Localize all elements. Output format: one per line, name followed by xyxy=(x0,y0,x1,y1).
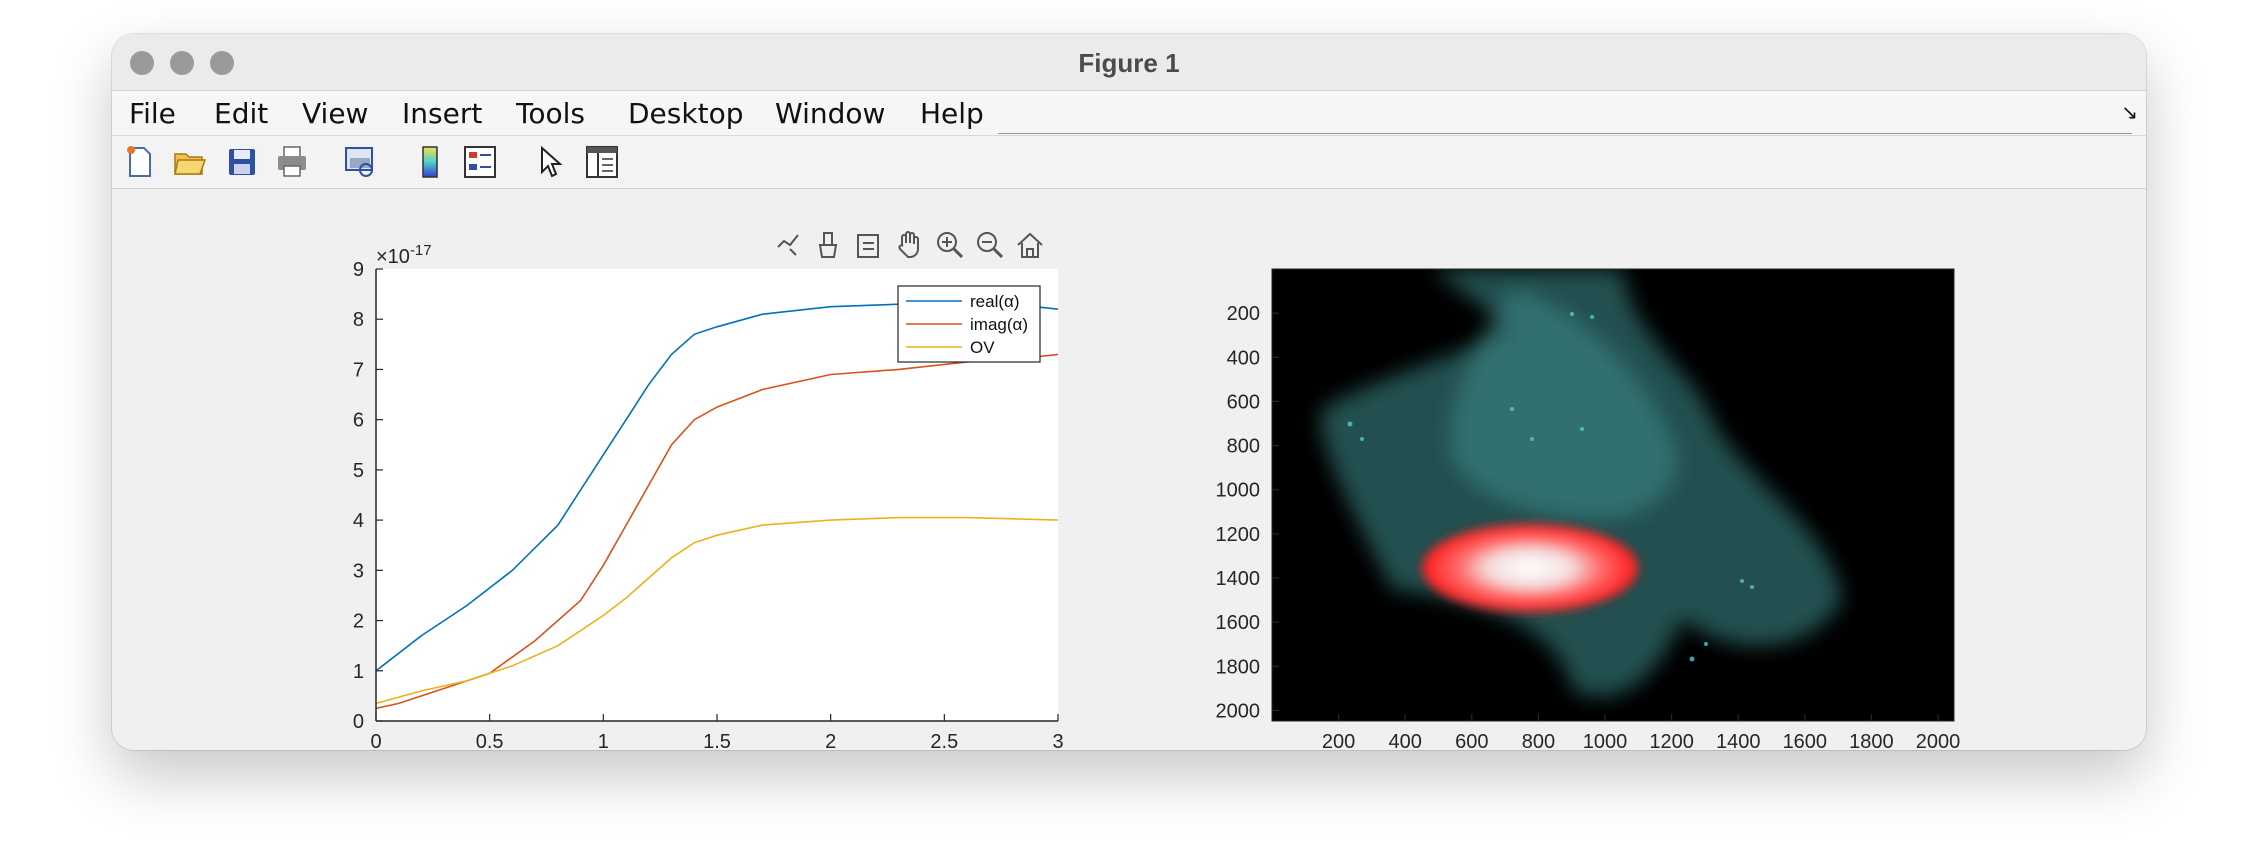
menu-window[interactable]: Window xyxy=(775,97,886,130)
image-x-tick-label: 800 xyxy=(1522,731,1555,750)
y-axis-ticks: 0 1 2 3 4 5 6 7 8 9 xyxy=(353,259,383,733)
image-x-tick-label: 200 xyxy=(1322,731,1355,750)
y-tick-label: 5 xyxy=(353,460,364,482)
image-x-tick-label: 600 xyxy=(1455,731,1488,750)
open-file-icon[interactable] xyxy=(172,144,208,180)
image-y-tick-label: 1600 xyxy=(1216,612,1261,634)
image-frame xyxy=(1271,268,1955,722)
y-tick-label: 7 xyxy=(353,359,364,381)
y-tick-label: 9 xyxy=(353,259,364,281)
x-tick-label: 1.5 xyxy=(703,731,731,750)
colorbar-icon[interactable] xyxy=(412,144,448,180)
new-figure-icon[interactable] xyxy=(122,144,158,180)
cell-speckles xyxy=(1347,312,1754,662)
menu-desktop[interactable]: Desktop xyxy=(628,97,744,130)
title-bar: Figure 1 xyxy=(112,34,2146,91)
link-icon[interactable] xyxy=(857,234,879,258)
menu-bar: File Edit View Insert Tools Desktop Wind… xyxy=(112,91,2146,136)
pan-icon[interactable] xyxy=(898,231,919,258)
pointer-icon[interactable] xyxy=(532,144,568,180)
y-tick-label: 1 xyxy=(353,661,364,683)
menu-view[interactable]: View xyxy=(302,97,369,130)
y-tick-label: 4 xyxy=(353,510,364,532)
line-plot-axes[interactable]: 0 0.5 1 1.5 2 2.5 3 0 1 2 3 4 5 6 7 8 9 ×10-17 real(α) i… xyxy=(353,242,1064,750)
property-inspector-icon[interactable] xyxy=(584,144,620,180)
image-x-tick-label: 1600 xyxy=(1783,731,1828,750)
axes-toolbar xyxy=(777,231,1043,259)
image-x-tick-label: 1200 xyxy=(1649,731,1694,750)
minimize-button[interactable] xyxy=(170,51,194,75)
menu-insert[interactable]: Insert xyxy=(402,97,483,130)
image-x-tick-label: 1000 xyxy=(1583,731,1628,750)
image-x-ticks: 200 400 600 800 1000 1200 1400 1600 1800 2000 xyxy=(1322,714,1960,750)
y-tick-label: 0 xyxy=(353,711,364,733)
x-tick-label: 3 xyxy=(1052,731,1063,750)
y-tick-label: 6 xyxy=(353,410,364,432)
y-exponent-label: ×10-17 xyxy=(376,242,432,268)
image-y-tick-label: 1000 xyxy=(1216,480,1261,502)
close-button[interactable] xyxy=(130,51,154,75)
image-y-ticks: 200 400 600 800 1000 1200 1400 1600 1800 2000 xyxy=(1216,303,1279,722)
figure-toolbar xyxy=(112,136,2146,189)
legend-label-2: OV xyxy=(970,338,995,357)
menu-divider xyxy=(998,133,2132,134)
y-tick-label: 2 xyxy=(353,611,364,633)
home-icon[interactable] xyxy=(1017,232,1043,258)
data-tip-icon[interactable] xyxy=(777,234,799,256)
y-tick-label: 8 xyxy=(353,309,364,331)
zoom-out-icon[interactable] xyxy=(977,232,1004,259)
figure-content: 0 0.5 1 1.5 2 2.5 3 0 1 2 3 4 5 6 7 8 9 ×10-17 real(α) i… xyxy=(112,189,2146,750)
image-y-tick-label: 400 xyxy=(1227,347,1260,369)
image-y-tick-label: 1200 xyxy=(1216,524,1261,546)
menu-file[interactable]: File xyxy=(129,97,176,130)
image-y-tick-label: 1400 xyxy=(1216,568,1261,590)
legend-icon[interactable] xyxy=(462,144,498,180)
image-y-tick-label: 600 xyxy=(1227,391,1260,413)
menu-tools[interactable]: Tools xyxy=(516,97,585,130)
brush-icon[interactable] xyxy=(818,232,838,258)
image-axes[interactable]: 200 400 600 800 1000 1200 1400 1600 1800 2000 200… xyxy=(1216,268,1961,750)
x-tick-label: 1 xyxy=(598,731,609,750)
window-title: Figure 1 xyxy=(1078,48,1180,78)
print-preview-icon[interactable] xyxy=(342,144,378,180)
zoom-in-icon[interactable] xyxy=(937,232,964,259)
image-y-tick-label: 800 xyxy=(1227,436,1260,458)
image-y-tick-label: 200 xyxy=(1227,303,1260,325)
menu-help[interactable]: Help xyxy=(920,97,984,130)
x-tick-label: 0.5 xyxy=(476,731,504,750)
legend[interactable]: real(α) imag(α) OV xyxy=(897,285,1041,363)
image-x-tick-label: 400 xyxy=(1389,731,1422,750)
series-line-2 xyxy=(375,516,1059,705)
x-tick-label: 2.5 xyxy=(930,731,958,750)
figure-canvas: 0 0.5 1 1.5 2 2.5 3 0 1 2 3 4 5 6 7 8 9 ×10-17 real(α) i… xyxy=(353,231,1961,750)
x-tick-label: 2 xyxy=(825,731,836,750)
figure-window: Figure 1 File Edit View Insert Tools Des… xyxy=(112,34,2146,750)
dock-arrow-icon[interactable]: ↘ xyxy=(2121,102,2138,124)
print-icon[interactable] xyxy=(274,144,310,180)
menu-edit[interactable]: Edit xyxy=(214,97,269,130)
x-axis-ticks: 0 0.5 1 1.5 2 2.5 3 xyxy=(370,714,1064,750)
legend-label-1: imag(α) xyxy=(970,315,1028,334)
zoom-button[interactable] xyxy=(210,51,234,75)
y-tick-label: 3 xyxy=(353,560,364,582)
image-x-tick-label: 1400 xyxy=(1716,731,1761,750)
image-y-tick-label: 1800 xyxy=(1216,656,1261,678)
image-x-tick-label: 2000 xyxy=(1916,731,1961,750)
cell-image xyxy=(1272,269,1954,721)
image-x-tick-label: 1800 xyxy=(1849,731,1894,750)
x-tick-label: 0 xyxy=(370,731,381,750)
save-icon[interactable] xyxy=(224,144,260,180)
cell-bright-region xyxy=(1450,289,1678,519)
legend-label-0: real(α) xyxy=(970,292,1020,311)
image-y-tick-label: 2000 xyxy=(1216,700,1261,722)
nucleus-highlight xyxy=(1422,524,1638,612)
